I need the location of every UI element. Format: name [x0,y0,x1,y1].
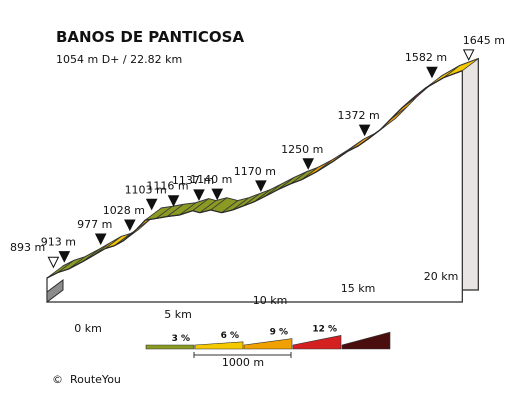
scale-label: 1000 m [222,356,264,369]
profile-edge [301,171,317,181]
profile-top-strips [46,58,479,279]
altitude-label: 1137 m [172,174,214,187]
legend-label: 12 % [312,324,337,334]
profile-edge [68,260,84,270]
legend-swatch [145,344,195,350]
profile-edge [379,118,392,131]
altitude-label: 1250 m [281,143,323,156]
filled-marker-icon [302,158,315,170]
altitude-label: 1170 m [234,165,276,178]
profile-edge [199,209,211,214]
legend-label: 6 % [221,331,239,341]
legend-swatch [292,335,342,350]
profile-edge [265,188,279,197]
profile-edge [156,215,168,220]
profile-edge [123,229,137,242]
profile-edge [443,70,463,79]
profile-edge [221,209,233,214]
distance-axis: 0 km 5 km 10 km 15 km 20 km [74,270,458,335]
altitude-label: 1103 m [125,183,167,196]
distance-tick-label: 5 km [164,308,192,321]
profile-edge [83,254,95,262]
profile-edge [46,271,59,279]
altitude-label: 1140 m [190,173,232,186]
legend-label: 9 % [270,328,288,338]
altitude-label: 1372 m [338,109,380,122]
filled-marker-icon [58,251,71,263]
profile-front-face [46,69,463,303]
brand-name: RouteYou [70,373,121,386]
copyright-icon: © [52,373,63,386]
profile-edge [145,217,157,221]
profile-edge [414,87,426,98]
filled-marker-icon [358,124,371,137]
profile-edge [57,268,70,274]
profile-edge [210,209,222,214]
profile-edge [232,205,244,211]
distance-tick-label: 10 km [253,294,288,307]
filled-marker-icon [211,188,224,201]
distance-tick-label: 15 km [341,282,376,295]
profile-edge [357,137,370,147]
profile-edge [243,201,255,207]
filled-marker-icon [255,180,267,192]
chart-subtitle: 1054 m D+ / 22.82 km [56,53,182,66]
filled-marker-icon [124,219,136,232]
legend-label: 3 % [172,334,190,344]
profile-edge [114,240,124,247]
altitude-label: 1645 m [463,34,505,47]
altitude-label: 1582 m [405,51,447,64]
profile-edge [425,77,445,89]
profile-start-cap [46,279,64,303]
profile-edge [390,107,403,120]
profile-edge [105,245,115,250]
altitude-label: 977 m [77,218,112,231]
legend-swatch [194,341,244,350]
profile-edge [290,179,303,185]
profile-edge [316,161,334,173]
gradient-legend: 3 % 6 % 9 % 12 % 1000 m [145,324,391,369]
profile-edge [368,129,381,139]
profile-edge [277,183,292,191]
profile-edge [167,214,180,218]
filled-marker-icon [426,66,438,79]
filled-marker-icon [94,233,107,246]
profile-edge [347,145,359,152]
open-marker-icon [462,49,475,61]
footer: © RouteYou [52,373,121,386]
altitude-label: 893 m [10,241,45,254]
profile-edge [179,210,193,216]
filled-marker-icon [145,198,158,211]
profile-edge [94,247,106,256]
profile-edge [401,96,416,109]
profile-edge [192,210,201,214]
distance-tick-label: 20 km [424,270,459,283]
distance-tick-label: 0 km [74,322,102,335]
altitude-label: 913 m [41,236,76,249]
altitude-label: 1028 m [103,204,145,217]
chart-title: BANOS DE PANTICOSA [56,28,244,46]
legend-swatch [341,331,391,350]
open-marker-icon [47,256,60,269]
filled-marker-icon [167,195,180,207]
profile-edge [254,195,266,203]
profile-edge [135,219,146,231]
altitude-label: 1116 m [146,180,188,193]
filled-marker-icon [193,189,205,202]
profile-edge [332,150,348,163]
legend-swatch [243,338,293,350]
